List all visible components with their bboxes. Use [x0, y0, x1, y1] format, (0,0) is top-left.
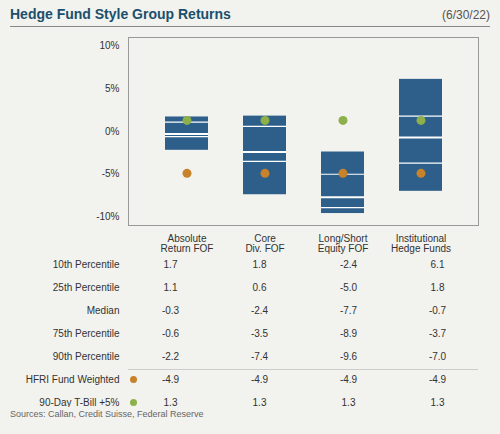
svg-text:InstitutionalHedge Funds: InstitutionalHedge Funds [391, 233, 451, 254]
svg-text:1.3: 1.3 [342, 397, 356, 407]
svg-text:-4.9: -4.9 [162, 374, 180, 385]
svg-text:90-Day T-Bill +5%: 90-Day T-Bill +5% [39, 397, 119, 407]
svg-text:Long/ShortEquity FOF: Long/ShortEquity FOF [318, 233, 369, 254]
svg-text:-0.3: -0.3 [162, 305, 180, 316]
svg-text:-5%: -5% [102, 168, 120, 179]
svg-text:-8.9: -8.9 [340, 328, 358, 339]
svg-text:1.8: 1.8 [431, 282, 445, 293]
svg-text:1.7: 1.7 [164, 259, 178, 270]
svg-text:CoreDiv. FOF: CoreDiv. FOF [245, 233, 284, 254]
svg-text:1.8: 1.8 [253, 259, 267, 270]
svg-text:-9.6: -9.6 [340, 351, 358, 362]
svg-text:-7.0: -7.0 [429, 351, 447, 362]
html-text:Hedge Fund Style Group Returns: Hedge Fund Style Group Returns [10, 6, 231, 22]
svg-text:1.3: 1.3 [164, 397, 178, 407]
html-text:Sources: Callan, Credit Suisse: Sources: Callan, Credit Suisse, Federal … [10, 409, 204, 419]
html-text:(6/30/22): (6/30/22) [442, 8, 490, 22]
svg-text:6.1: 6.1 [431, 259, 445, 270]
svg-text:-2.2: -2.2 [162, 351, 180, 362]
svg-text:1.1: 1.1 [164, 282, 178, 293]
svg-text:1.3: 1.3 [253, 397, 267, 407]
svg-text:-3.5: -3.5 [251, 328, 269, 339]
svg-text:-2.4: -2.4 [251, 305, 269, 316]
svg-text:-4.9: -4.9 [429, 374, 447, 385]
svg-text:HFRI Fund Weighted: HFRI Fund Weighted [26, 374, 120, 385]
svg-text:-7.4: -7.4 [251, 351, 269, 362]
svg-text:AbsoluteReturn FOF: AbsoluteReturn FOF [161, 233, 214, 254]
svg-text:-3.7: -3.7 [429, 328, 447, 339]
svg-text:1.3: 1.3 [431, 397, 445, 407]
svg-text:75th Percentile: 75th Percentile [53, 328, 120, 339]
svg-text:0%: 0% [105, 126, 120, 137]
svg-text:-2.4: -2.4 [340, 259, 358, 270]
svg-text:-4.9: -4.9 [340, 374, 358, 385]
svg-text:0.6: 0.6 [253, 282, 267, 293]
svg-text:Median: Median [87, 305, 120, 316]
svg-text:25th Percentile: 25th Percentile [53, 282, 120, 293]
svg-text:90th Percentile: 90th Percentile [53, 351, 120, 362]
svg-text:10th Percentile: 10th Percentile [53, 259, 120, 270]
svg-text:5%: 5% [105, 83, 120, 94]
svg-text:-10%: -10% [96, 211, 119, 222]
svg-text:-0.6: -0.6 [162, 328, 180, 339]
svg-text:-7.7: -7.7 [340, 305, 358, 316]
svg-text:-4.9: -4.9 [251, 374, 269, 385]
svg-text:-5.0: -5.0 [340, 282, 358, 293]
svg-text:10%: 10% [99, 40, 119, 51]
svg-text:-0.7: -0.7 [429, 305, 447, 316]
